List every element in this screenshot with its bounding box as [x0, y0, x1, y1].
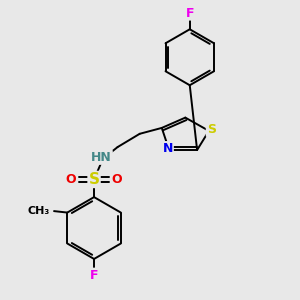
- Text: S: S: [88, 172, 100, 187]
- Text: N: N: [163, 142, 173, 155]
- Text: HN: HN: [91, 151, 112, 164]
- Text: F: F: [90, 268, 98, 282]
- Text: CH₃: CH₃: [27, 206, 50, 216]
- Text: O: O: [66, 173, 76, 186]
- Text: F: F: [185, 7, 194, 20]
- Text: O: O: [112, 173, 122, 186]
- Text: S: S: [207, 123, 216, 136]
